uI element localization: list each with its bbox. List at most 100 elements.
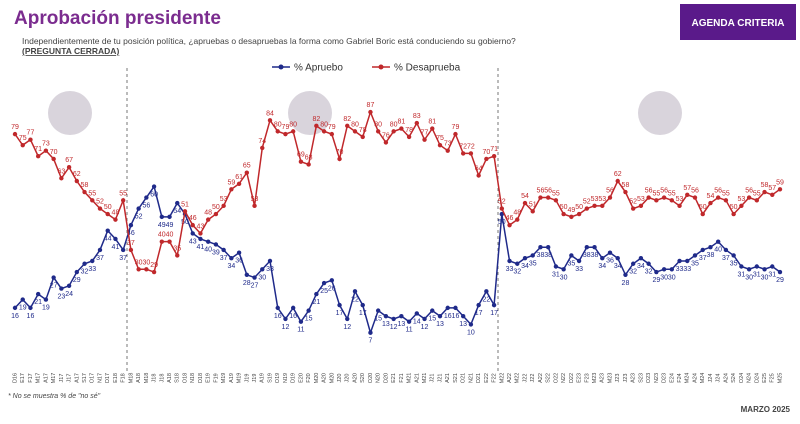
data-point [35,153,41,159]
subtitle: Independientemente de tu posición políti… [22,36,516,46]
data-point [592,203,597,209]
footnote: * No se muestra % de "no sé" [8,393,101,400]
data-point [82,261,87,266]
data-label: 36 [235,258,243,265]
data-point [360,302,365,308]
data-label: 30 [660,274,668,281]
data-point [638,256,644,261]
x-tick-label: S19 [267,373,273,383]
x-tick-label: O21 [461,373,467,383]
x-tick-label: J17 [59,374,65,383]
data-label: 34 [227,263,235,270]
data-label: 12 [421,324,429,331]
data-label: 80 [390,121,398,128]
x-tick-label: M21 [422,373,428,384]
data-point [576,211,582,217]
data-point [507,222,512,228]
data-point [661,267,667,272]
data-point [113,236,118,242]
data-label: 22 [351,296,359,303]
data-point [43,297,49,302]
x-tick-label: S20 [360,373,366,383]
data-point [600,256,605,261]
data-point [460,151,466,156]
data-label: 28 [243,280,251,287]
data-label: 34 [614,263,622,270]
legend-marker [378,64,384,70]
data-label: 12 [282,324,290,331]
data-point [213,211,219,217]
x-tick-label: F19 [213,373,219,382]
data-label: 17 [490,310,498,317]
x-tick-label: O20 [368,373,374,383]
data-point [522,200,528,206]
x-tick-label: A24 [723,373,729,383]
x-tick-label: N17 [97,373,103,383]
data-point [128,222,134,228]
data-point [623,189,628,195]
data-point [113,217,118,222]
x-tick-label: A19 [260,373,266,383]
x-tick-label: M24 [700,373,706,384]
data-point [669,267,675,272]
data-label: 7 [369,338,373,345]
data-label: 65 [243,163,251,170]
data-label: 32 [513,269,521,276]
x-tick-label: O22 [553,373,559,383]
portrait [48,91,92,135]
data-point [754,198,760,203]
data-label: 72 [467,143,475,150]
data-point [545,245,551,250]
x-tick-label: A22 [538,373,544,383]
data-point [453,131,458,137]
data-point [151,184,157,189]
data-label: 55 [119,190,127,197]
data-label: 37 [127,240,135,247]
data-label: 34 [637,263,645,270]
data-point [754,264,760,269]
data-point [422,316,427,322]
data-label: 46 [189,215,197,222]
data-point [708,200,713,206]
data-label: 49 [567,207,575,214]
data-label: 55 [552,190,560,197]
data-label: 35 [173,245,181,252]
data-point [260,267,265,272]
data-label: 53 [251,196,259,203]
data-point [221,203,226,209]
data-point [569,214,574,220]
x-tick-label: M20 [329,373,335,384]
data-label: 35 [730,260,738,267]
data-label: 34 [598,263,606,270]
data-label: 30 [745,274,753,281]
data-label: 37 [119,255,127,262]
x-tick-label: A24 [692,373,698,383]
data-point [654,269,659,275]
data-point [283,316,288,322]
data-point [375,129,381,134]
data-label: 77 [27,130,35,137]
button-label[interactable]: AGENDA CRITERIA [692,18,785,29]
x-tick-label: O17 [90,373,96,383]
button[interactable] [680,4,796,40]
data-label: 31 [753,272,761,279]
data-point [90,198,95,203]
data-label: 53 [676,196,684,203]
data-point [623,272,628,277]
data-point [430,308,435,313]
data-label: 62 [73,171,81,178]
data-point [190,222,195,228]
data-point [476,302,481,308]
data-point [105,211,110,217]
data-label: 50 [104,204,112,211]
data-label: 27 [251,283,259,290]
x-tick-label: D17 [105,373,111,383]
x-tick-label: F24 [677,373,683,382]
data-label: 81 [428,119,436,126]
data-point [360,134,365,140]
data-label: 70 [50,149,58,156]
data-point [399,126,404,131]
data-point [445,305,450,311]
data-point [391,129,396,134]
data-point [229,256,234,261]
